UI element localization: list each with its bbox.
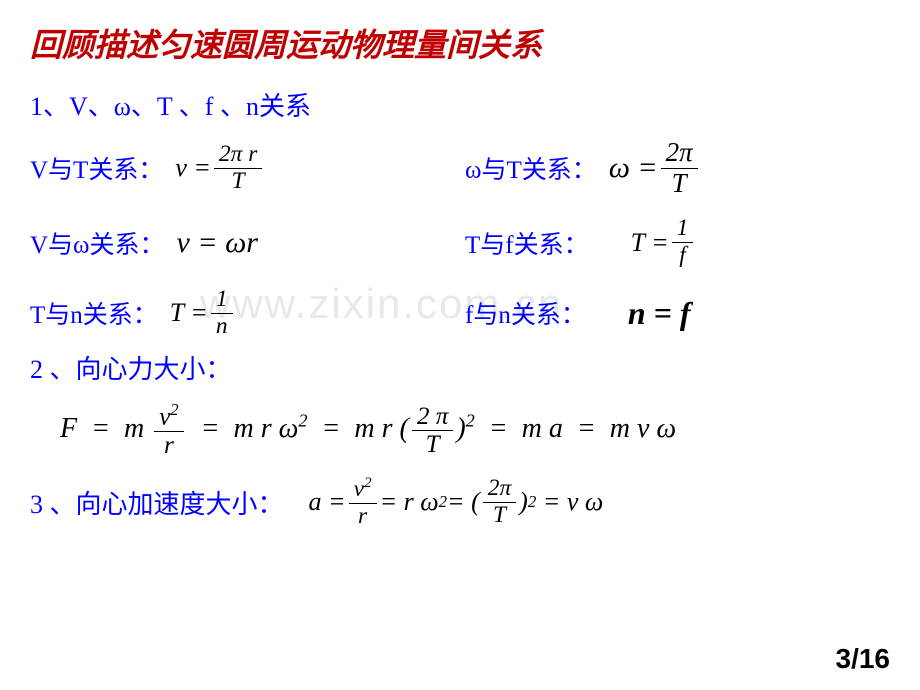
relation-label: ω与T关系： [465,150,597,186]
formula-T-f: T = 1f [631,216,697,268]
relation-label: f与n关系： [465,295,586,331]
formula-centripetal-accel: a = v2r = r ω2 = (2πT)2 = v ω [309,475,604,529]
relation-label: V与ω关系： [30,225,165,261]
slide-title: 回顾描述匀速圆周运动物理量间关系 [30,20,890,66]
relation-T-n: T与n关系： T = 1n [30,287,455,339]
page-number: 3/16 [836,643,891,675]
slide-content: 回顾描述匀速圆周运动物理量间关系 1、V、ω、T 、f 、n关系 V与T关系： … [30,20,890,529]
section2-header: 2 、向心力大小： [30,349,890,386]
formula-centripetal-force: F = m v2r = m r ω2 = m r (2 πT)2 = m a =… [60,401,890,460]
relation-label: T与n关系： [30,295,158,331]
formula-T-n: T = 1n [170,287,236,339]
formula-omega-T: ω = 2πT [609,138,701,198]
relation-label: V与T关系： [30,150,163,186]
formula-v-omega: v = ωr [177,226,258,260]
relations-grid: V与T关系： ν = 2π rT ω与T关系： ω = 2πT V与ω关系： v… [30,138,890,339]
section3-row: 3 、向心加速度大小： a = v2r = r ω2 = (2πT)2 = v … [30,475,890,529]
relation-T-f: T与f关系： T = 1f [465,216,890,268]
relation-f-n: f与n关系： n = f [465,287,890,339]
relation-label: T与f关系： [465,225,589,261]
relation-omega-T: ω与T关系： ω = 2πT [465,138,890,198]
section3-header: 3 、向心加速度大小： [30,484,284,521]
formula-n-f: n = f [628,295,691,332]
section1-header: 1、V、ω、T 、f 、n关系 [30,86,890,123]
relation-v-omega: V与ω关系： v = ωr [30,216,455,268]
formula-v-T: ν = 2π rT [175,142,265,194]
relation-v-T: V与T关系： ν = 2π rT [30,138,455,198]
